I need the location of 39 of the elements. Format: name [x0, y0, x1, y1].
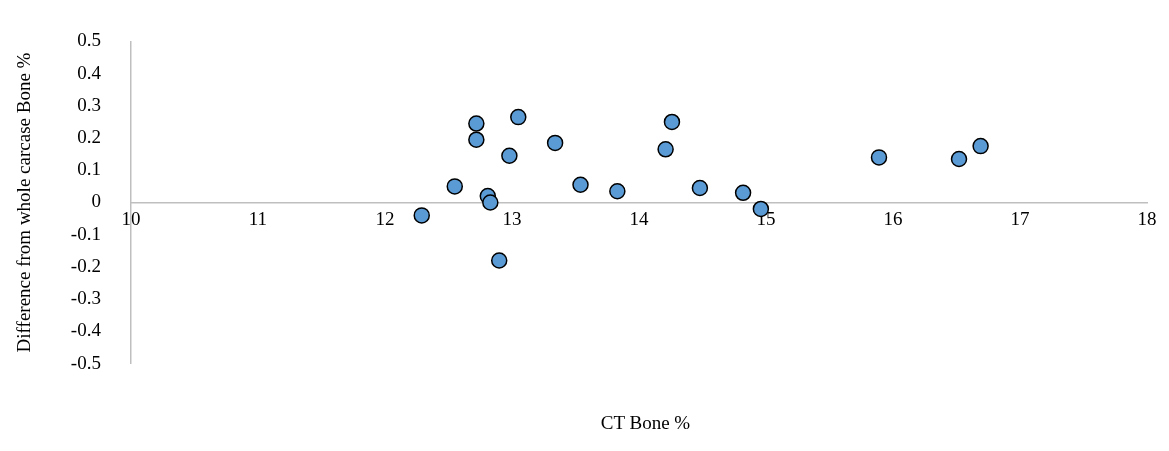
- x-tick-label: 18: [1137, 207, 1157, 229]
- x-tick-label: 12: [375, 207, 395, 229]
- y-tick-label: 0.5: [77, 29, 101, 51]
- y-tick-label: -0.3: [70, 287, 101, 309]
- y-tick-label: 0.4: [77, 61, 102, 83]
- y-tick-label: 0.1: [77, 158, 101, 180]
- x-tick-label: 10: [121, 207, 141, 229]
- point: [950, 150, 968, 168]
- point: [657, 141, 674, 158]
- point: [468, 115, 485, 132]
- point: [972, 137, 989, 155]
- y-axis-title: Difference from whole carcase Bone %: [13, 52, 35, 353]
- y-tick-label: -0.4: [70, 319, 102, 341]
- x-axis-title: CT Bone %: [600, 412, 691, 434]
- x-tick-label: 14: [629, 207, 649, 229]
- point: [490, 252, 508, 269]
- point: [691, 179, 709, 197]
- point: [870, 149, 888, 166]
- point: [609, 182, 626, 200]
- y-tick-label: -0.1: [70, 222, 101, 244]
- point: [501, 147, 518, 165]
- point: [413, 207, 430, 224]
- point: [663, 113, 681, 131]
- x-tick-label: 16: [883, 207, 903, 229]
- y-tick-label: -0.5: [70, 351, 101, 373]
- point: [468, 131, 485, 148]
- point: [482, 194, 499, 211]
- point: [510, 108, 527, 126]
- y-tick-label: 0.2: [77, 126, 101, 148]
- point: [446, 178, 464, 195]
- y-tick-label: 0.3: [77, 93, 101, 115]
- point: [572, 176, 589, 194]
- point: [546, 134, 564, 152]
- point: [734, 184, 752, 202]
- x-tick-label: 11: [248, 207, 268, 229]
- y-tick-label: 0: [91, 190, 101, 212]
- y-tick-label: -0.2: [70, 254, 101, 276]
- x-tick-label: 13: [502, 207, 522, 229]
- x-tick-label: 17: [1010, 207, 1030, 229]
